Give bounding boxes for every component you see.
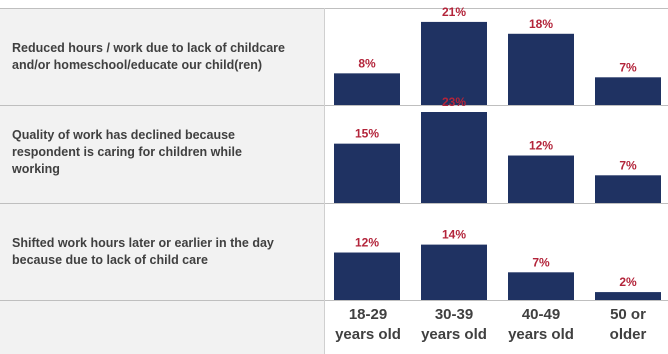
data-label: 7% xyxy=(532,255,550,269)
row-label-line: working xyxy=(12,162,60,176)
row-divider xyxy=(0,105,668,106)
data-label: 15% xyxy=(355,127,379,141)
bar xyxy=(334,252,400,300)
x-tick-label-30-39: 30-39 years old xyxy=(413,305,495,345)
row-label-line: Shifted work hours later or earlier in t… xyxy=(12,236,274,250)
x-tick-label-50-plus: 50 or older xyxy=(587,305,668,345)
row-label-line: and/or homeschool/educate our child(ren) xyxy=(12,58,263,72)
bar xyxy=(508,155,574,203)
data-label: 23% xyxy=(442,95,466,109)
data-label: 12% xyxy=(529,139,553,153)
bar xyxy=(421,21,487,106)
x-tick-line: years old xyxy=(421,326,487,343)
row-label-line: Reduced hours / work due to lack of chil… xyxy=(12,41,285,55)
row-divider xyxy=(0,203,668,204)
x-tick-line: 30-39 xyxy=(434,306,474,323)
x-tick-line: years old xyxy=(335,326,401,343)
x-tick-line: older xyxy=(609,326,647,343)
data-label: 7% xyxy=(619,158,637,172)
bar xyxy=(421,112,487,203)
data-label: 8% xyxy=(358,56,376,70)
bar xyxy=(508,272,574,300)
x-tick-label-40-49: 40-49 years old xyxy=(500,305,582,345)
x-tick-label-18-29: 18-29 years old xyxy=(327,305,409,345)
row-divider xyxy=(0,300,668,301)
x-tick-line: years old xyxy=(508,326,574,343)
column-divider xyxy=(324,8,325,354)
bar xyxy=(595,77,661,105)
data-label: 21% xyxy=(442,5,466,19)
data-label: 2% xyxy=(619,275,637,289)
bar xyxy=(595,175,661,203)
x-tick-line: 18-29 xyxy=(348,306,388,323)
row-label-shifted-hours: Shifted work hours later or earlier in t… xyxy=(12,235,322,269)
row-label-line: because due to lack of child care xyxy=(12,253,208,267)
x-tick-line: 40-49 xyxy=(521,306,561,323)
bar xyxy=(334,73,400,105)
bar xyxy=(334,143,400,203)
bar xyxy=(421,244,487,300)
bar xyxy=(508,33,574,105)
data-label: 7% xyxy=(619,60,637,74)
x-tick-line: 50 or xyxy=(610,306,646,323)
row-label-column xyxy=(0,8,324,354)
row-label-quality-declined: Quality of work has declined because res… xyxy=(12,127,322,178)
row-label-reduced-hours: Reduced hours / work due to lack of chil… xyxy=(12,40,322,74)
data-label: 18% xyxy=(529,17,553,31)
row-label-line: Quality of work has declined because xyxy=(12,128,235,142)
row-divider xyxy=(0,8,668,9)
bar xyxy=(595,292,661,300)
data-label: 12% xyxy=(355,236,379,250)
row-label-line: respondent is caring for children while xyxy=(12,145,242,159)
data-label: 14% xyxy=(442,228,466,242)
